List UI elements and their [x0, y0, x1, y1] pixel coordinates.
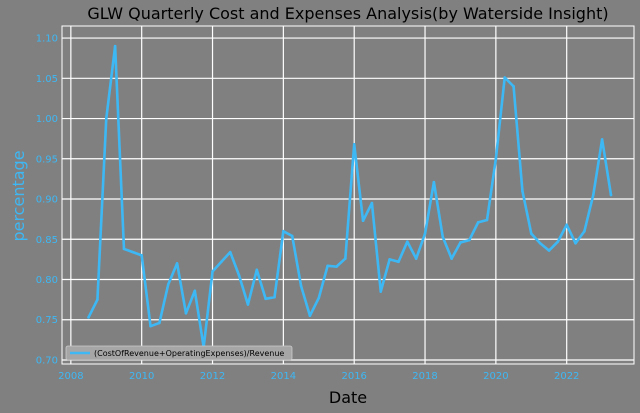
data-point [308, 314, 312, 318]
data-point [388, 258, 391, 261]
data-point [397, 260, 400, 264]
data-point [326, 264, 329, 268]
y-tick-label: 0.75 [36, 315, 58, 326]
y-tick-label: 0.90 [36, 195, 58, 206]
data-point [414, 257, 418, 260]
y-tick-label: 0.80 [36, 275, 58, 286]
series-group [87, 44, 613, 349]
data-point [547, 249, 551, 252]
data-point [521, 189, 524, 193]
data-point [574, 241, 577, 245]
data-point [290, 234, 294, 238]
data-point [459, 241, 462, 244]
x-tick-label: 2018 [412, 371, 437, 382]
data-point [512, 85, 515, 88]
data-point [503, 76, 507, 79]
series-line [87, 44, 613, 349]
data-point [600, 138, 604, 141]
data-point [193, 289, 197, 293]
y-tick-label: 1.10 [36, 34, 58, 45]
data-point [131, 250, 135, 254]
data-point [556, 240, 560, 243]
data-point [370, 201, 374, 205]
x-axis-label: Date [329, 388, 367, 407]
data-point [361, 219, 365, 223]
plot-area [61, 25, 635, 365]
data-point [175, 262, 179, 265]
data-point [344, 257, 347, 260]
data-point [529, 232, 533, 235]
data-point [264, 297, 267, 301]
data-point [228, 250, 232, 254]
data-point [335, 265, 338, 268]
x-tick-label: 2016 [341, 371, 366, 382]
data-point [468, 238, 471, 242]
data-point [246, 303, 250, 306]
data-point [494, 157, 498, 161]
legend-label: (CostOfRevenue+OperatingExpenses)/Revenu… [94, 349, 284, 358]
x-tick-label: 2010 [129, 371, 154, 382]
data-point [609, 193, 613, 197]
chart-title: GLW Quarterly Cost and Expenses Analysis… [87, 4, 608, 23]
y-tick-label: 1.05 [36, 74, 58, 85]
data-point [122, 247, 126, 251]
data-point [565, 223, 569, 227]
y-tick-label: 0.95 [36, 154, 58, 165]
data-point [352, 143, 356, 146]
data-point [441, 235, 445, 239]
y-tick-label: 0.85 [36, 235, 58, 246]
data-point [220, 260, 223, 264]
data-point [317, 296, 321, 300]
data-point [166, 283, 170, 286]
data-point [87, 316, 90, 319]
x-tick-label: 2022 [554, 371, 579, 382]
data-point [299, 284, 303, 288]
data-point [184, 312, 188, 315]
data-point [237, 274, 241, 277]
legend-box [65, 345, 293, 361]
data-point [158, 321, 161, 325]
x-axis-ticks: 2008 2010 2012 2014 2016 2018 2020 2022 [58, 371, 579, 382]
data-point [149, 324, 152, 328]
data-point [211, 270, 214, 273]
data-point [113, 44, 117, 48]
data-point [485, 218, 489, 222]
data-point [476, 221, 480, 224]
y-axis-label: percentage [9, 150, 28, 241]
data-point [379, 290, 383, 293]
y-axis-ticks: 0.70 0.75 0.80 0.85 0.90 0.95 1.00 1.05 1.10 [36, 34, 58, 367]
data-point [282, 229, 285, 233]
data-point [432, 180, 436, 184]
legend: (CostOfRevenue+OperatingExpenses)/Revenu… [65, 345, 293, 361]
data-point [273, 295, 276, 299]
data-point [423, 232, 427, 235]
data-point [591, 193, 595, 197]
data-point [96, 298, 99, 301]
x-tick-label: 2014 [271, 371, 296, 382]
data-point [140, 254, 143, 257]
data-point [406, 240, 409, 243]
data-point [255, 268, 259, 272]
y-tick-label: 0.70 [36, 355, 58, 366]
y-tick-label: 1.00 [36, 114, 58, 125]
data-point [538, 241, 542, 245]
data-point [104, 117, 108, 120]
data-point [583, 229, 586, 233]
x-tick-label: 2020 [483, 371, 508, 382]
data-point [450, 257, 453, 260]
x-tick-label: 2012 [200, 371, 225, 382]
x-tick-label: 2008 [58, 371, 83, 382]
